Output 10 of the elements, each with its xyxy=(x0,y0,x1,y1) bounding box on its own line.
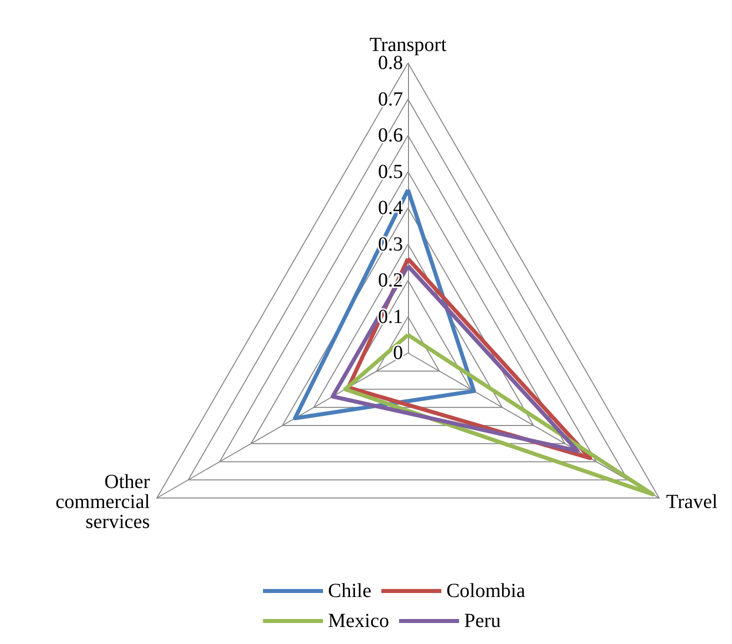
spoke-label: Other commercial services xyxy=(56,471,150,533)
legend-label: Chile xyxy=(328,580,372,602)
legend-label: Peru xyxy=(464,610,501,632)
y-tick-label: 0 xyxy=(393,342,403,364)
y-tick-label: 0.7 xyxy=(378,88,403,110)
legend-label: Colombia xyxy=(446,580,526,602)
y-tick-label: 0.6 xyxy=(378,124,403,146)
spoke-label: Travel xyxy=(666,491,718,513)
y-tick-label: 0.5 xyxy=(378,160,403,183)
legend-label: Mexico xyxy=(328,610,390,632)
